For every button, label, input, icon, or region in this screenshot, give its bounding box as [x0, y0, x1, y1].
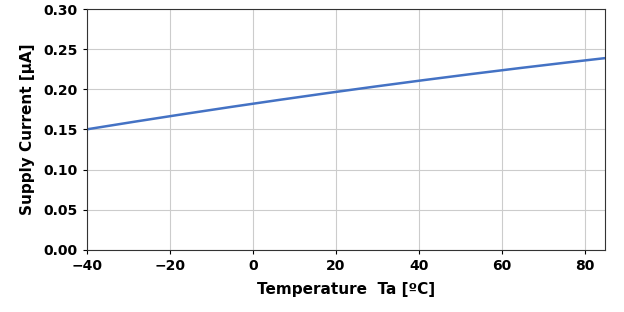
Y-axis label: Supply Current [μA]: Supply Current [μA]	[20, 44, 35, 215]
X-axis label: Temperature  Ta [ºC]: Temperature Ta [ºC]	[257, 282, 436, 297]
